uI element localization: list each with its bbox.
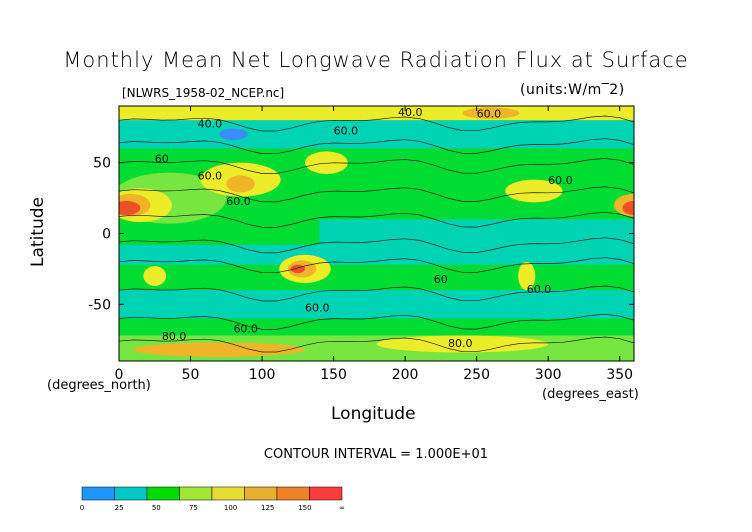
orange-blob bbox=[226, 175, 255, 193]
contour-line bbox=[119, 257, 634, 274]
x-tick-label: 250 bbox=[463, 367, 490, 383]
colorbar-swatch bbox=[276, 486, 310, 501]
colorbar-swatch bbox=[309, 486, 343, 501]
contour-label: 60 bbox=[155, 153, 169, 166]
contour-label: 60 bbox=[434, 273, 448, 286]
contour-line bbox=[119, 158, 634, 174]
x-tick-label: 50 bbox=[182, 367, 200, 383]
orange-blob bbox=[133, 342, 305, 357]
contour-line bbox=[119, 115, 634, 132]
contour-label: 60.0 bbox=[477, 107, 502, 120]
colorbar-label: 150 bbox=[298, 504, 311, 512]
colorbar-label: 125 bbox=[261, 504, 274, 512]
colorbar-label: 25 bbox=[115, 504, 124, 512]
chart-title: Monthly Mean Net Longwave Radiation Flux… bbox=[63, 48, 689, 72]
contour-line bbox=[119, 313, 634, 330]
contour-label: 60.0 bbox=[226, 195, 251, 208]
contour-label: 80.0 bbox=[162, 330, 187, 343]
colorbar-swatch bbox=[114, 486, 148, 501]
colorbar-swatch bbox=[146, 486, 180, 501]
units-label: (units:W/m‾2) bbox=[520, 82, 625, 98]
y-unit-label: (degrees_east) bbox=[542, 387, 639, 402]
contour-label: 60.0 bbox=[198, 170, 223, 183]
y-tick-label: 0 bbox=[102, 227, 111, 243]
file-name: [NLWRS_1958-02_NCEP.nc] bbox=[122, 86, 285, 100]
contour-line bbox=[119, 138, 634, 155]
cyan-band bbox=[119, 290, 634, 319]
cyan-band bbox=[119, 244, 634, 265]
contour-line bbox=[119, 336, 634, 353]
contour-label: 80.0 bbox=[448, 337, 473, 350]
contour-line bbox=[119, 237, 634, 254]
yellow-blob bbox=[505, 179, 563, 203]
yellow-blob bbox=[304, 151, 348, 175]
x-unit-label: (degrees_north) bbox=[47, 378, 151, 393]
contour-label: 60.0 bbox=[548, 174, 573, 187]
contour-line bbox=[119, 186, 634, 203]
x-tick-label: 0 bbox=[115, 367, 124, 383]
x-tick-label: 100 bbox=[249, 367, 276, 383]
yellow-band bbox=[119, 106, 634, 121]
contour-label: 60.0 bbox=[527, 283, 552, 296]
x-axis-label: Longitude bbox=[331, 404, 416, 424]
contour-line bbox=[119, 211, 634, 228]
red-blob bbox=[622, 200, 634, 216]
contour-interval-text: CONTOUR INTERVAL = 1.000E+01 bbox=[263, 447, 489, 462]
yellow-blob bbox=[143, 266, 167, 286]
y-tick-label: -50 bbox=[88, 297, 111, 313]
contour-label: 60.0 bbox=[334, 124, 359, 137]
x-tick-label: 300 bbox=[535, 367, 562, 383]
contour-line bbox=[119, 285, 634, 302]
blue-blob bbox=[219, 128, 248, 140]
cyan-band bbox=[119, 120, 634, 149]
colorbar-label: 50 bbox=[152, 504, 161, 512]
heatmap-field: 40.060.040.0 60.060.06060.060.06060.060.0… bbox=[119, 106, 634, 361]
red-blob bbox=[119, 200, 141, 216]
contour-label: 60.0 bbox=[305, 301, 330, 314]
x-tick-label: 200 bbox=[392, 367, 419, 383]
contour-label: 60.0 bbox=[233, 323, 258, 336]
yellow-blob bbox=[518, 261, 536, 291]
colorbar-label: 75 bbox=[189, 504, 198, 512]
colorbar-label: 0 bbox=[80, 504, 84, 512]
x-tick-label: 350 bbox=[606, 367, 633, 383]
colorbar-label: 100 bbox=[224, 504, 237, 512]
x-tick-label: 150 bbox=[320, 367, 347, 383]
colorbar-label: ∞ bbox=[339, 504, 345, 512]
contour-label: 40.0 bbox=[398, 106, 423, 119]
colorbar-swatch bbox=[179, 486, 213, 501]
colorbar-swatch bbox=[211, 486, 245, 501]
cyan-band bbox=[319, 219, 634, 245]
red-blob bbox=[290, 264, 305, 274]
contour-label: 40.0 bbox=[198, 117, 223, 130]
colorbar-swatch bbox=[81, 486, 115, 501]
y-tick-label: 50 bbox=[93, 156, 111, 172]
colorbar-swatch bbox=[244, 486, 278, 501]
